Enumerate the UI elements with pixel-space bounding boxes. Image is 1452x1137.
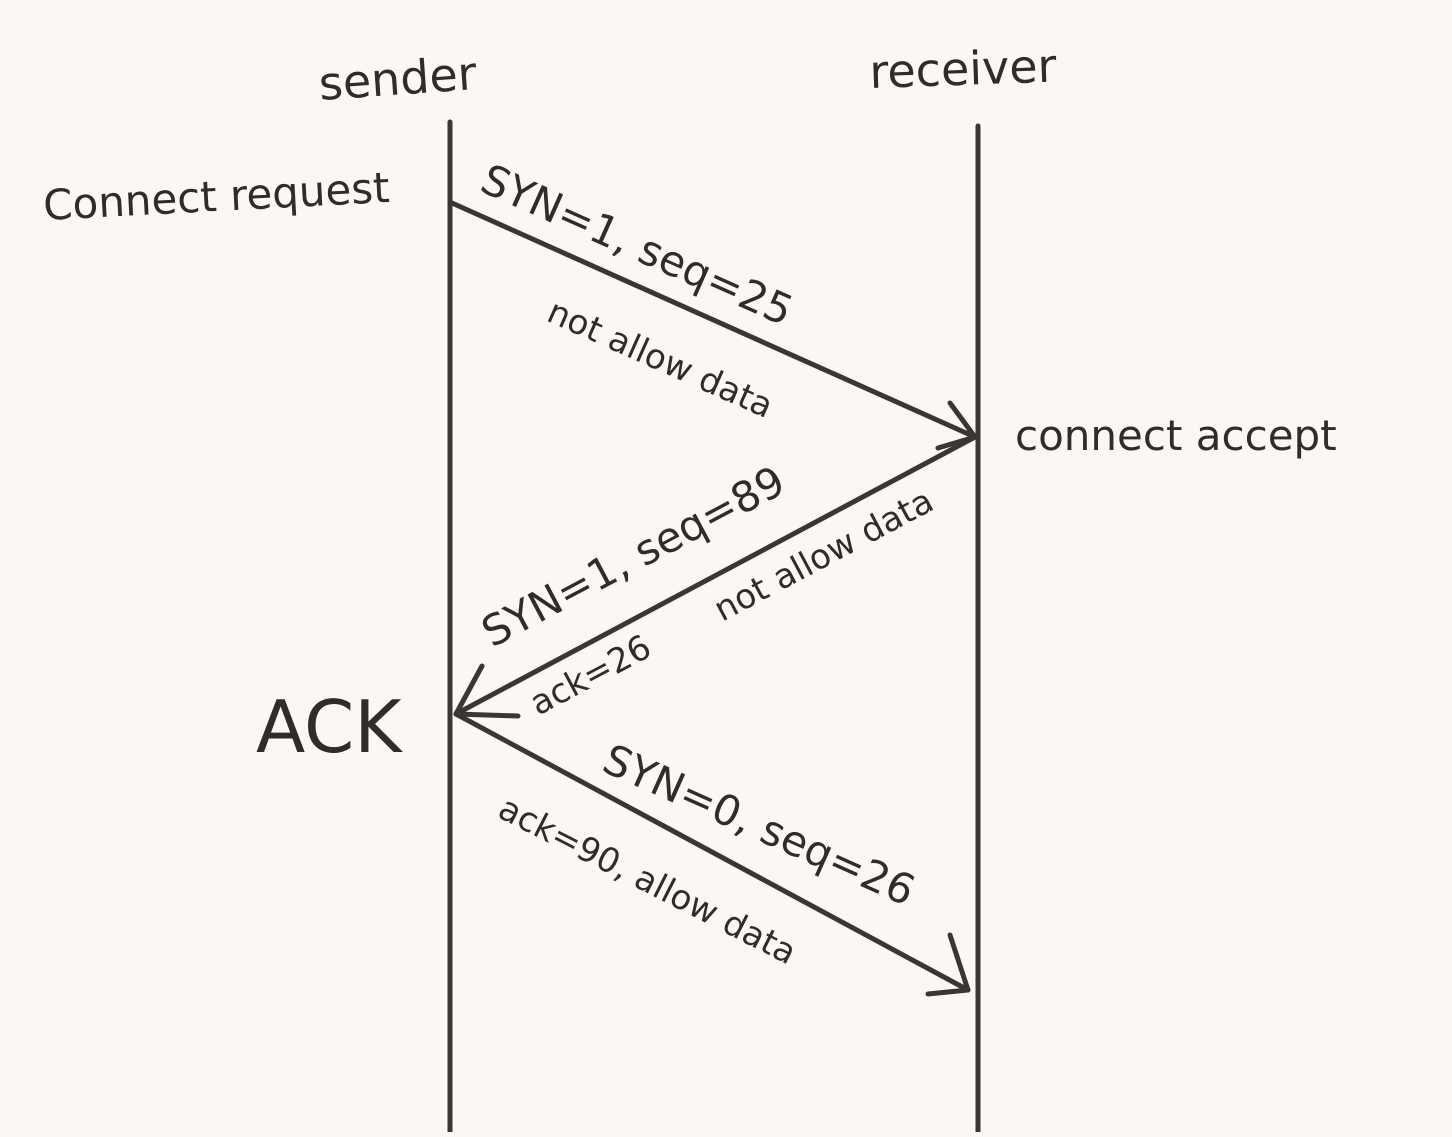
message-3: SYN=0, seq=26 ack=90, allow data (453, 711, 971, 997)
message-3-arrowhead (925, 932, 971, 997)
message-1: SYN=1, seq=25 not allow data (449, 154, 978, 451)
ack-note: ACK (256, 685, 403, 769)
message-1-arrow (449, 200, 978, 440)
message-2-line1: SYN=1, seq=89 (474, 456, 793, 657)
message-1-line1: SYN=1, seq=25 (474, 154, 800, 335)
sender-label: sender (317, 46, 478, 111)
message-2-arrow (453, 434, 978, 717)
connect-accept-note: connect accept (1015, 411, 1337, 460)
message-3-arrow (453, 711, 971, 993)
message-2: SYN=1, seq=89 ack=26 not allow data (453, 434, 978, 724)
receiver-label: receiver (868, 38, 1057, 98)
connect-request-note: Connect request (42, 163, 391, 230)
